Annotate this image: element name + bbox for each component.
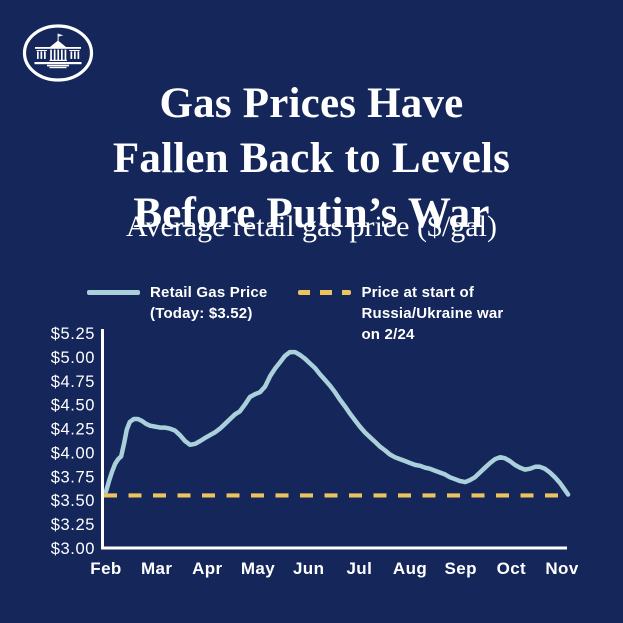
chart-subtitle: Average retail gas price ($/gal): [126, 210, 497, 243]
x-tick-label: Mar: [141, 559, 172, 578]
y-tick-label: $3.75: [51, 468, 95, 486]
page-title-line-3: Before Putin’s War: [133, 189, 490, 237]
page-title: Gas Prices Have Fallen Back to Levels Be…: [0, 76, 623, 241]
x-tick-label: Jul: [346, 559, 372, 578]
x-tick-label: Jun: [293, 559, 324, 578]
y-tick-label: $5.25: [51, 325, 95, 343]
y-tick-label: $4.00: [51, 444, 95, 462]
y-tick-label: $3.50: [51, 492, 95, 510]
x-tick-label: Aug: [393, 559, 427, 578]
x-tick-label: Nov: [545, 559, 578, 578]
y-tick-label: $4.50: [51, 397, 95, 415]
page-title-line-1: Gas Prices Have: [159, 79, 464, 127]
x-tick-label: Sep: [444, 559, 476, 578]
y-tick-label: $4.25: [51, 421, 95, 439]
retail-gas-price-swatch-icon: [87, 290, 140, 295]
whitehouse-building: [34, 33, 82, 69]
legend-item-retail-gas-price: Retail Gas Price (Today: $3.52): [87, 282, 267, 324]
y-tick-label: $5.00: [51, 349, 95, 367]
page-title-line-2: Fallen Back to Levels: [112, 134, 511, 182]
war-start-price-dashed-swatch-icon: [298, 290, 352, 295]
y-tick-label: $3.00: [51, 540, 95, 558]
y-tick-label: $3.25: [51, 516, 95, 534]
retail-gas-price-line: [103, 349, 571, 497]
x-tick-label: May: [241, 559, 275, 578]
chart-legend: Retail Gas Price (Today: $3.52) Price at…: [87, 282, 503, 345]
y-tick-label: $4.75: [51, 373, 95, 391]
legend-label-war-start-price: Price at start of Russia/Ukraine war on …: [361, 284, 504, 343]
x-tick-label: Apr: [192, 559, 222, 578]
whitehouse-logo-icon: [22, 24, 94, 82]
x-tick-label: Feb: [90, 559, 121, 578]
legend-item-war-start-price: Price at start of Russia/Ukraine war on …: [298, 282, 503, 345]
x-tick-label: Oct: [497, 559, 527, 578]
legend-label-retail-gas-price: Retail Gas Price (Today: $3.52): [150, 284, 268, 322]
